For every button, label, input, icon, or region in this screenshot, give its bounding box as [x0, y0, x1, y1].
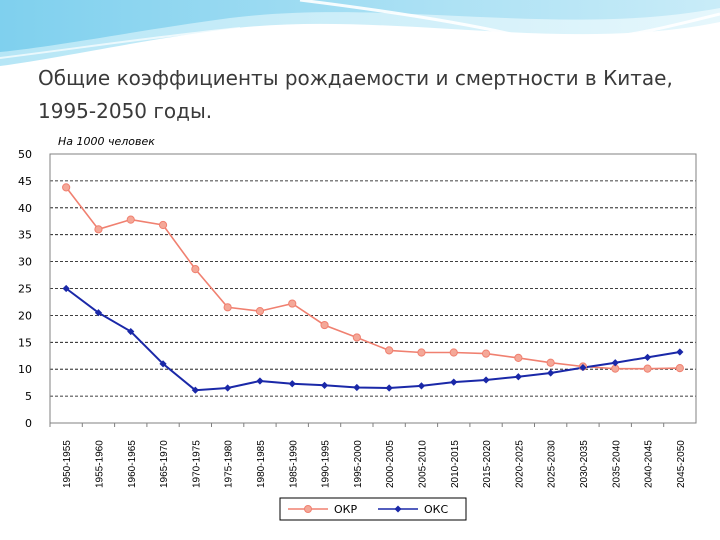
- data-point-oks: [127, 327, 135, 336]
- data-point-okr: [94, 225, 103, 234]
- data-point-oks: [482, 376, 490, 384]
- legend-label-oks: ОКС: [424, 503, 448, 516]
- legend-box: [279, 497, 467, 521]
- y-tick-label: 50: [18, 148, 32, 161]
- legend-marker-oks: [394, 505, 402, 513]
- data-point-okr: [191, 265, 200, 274]
- series-line-oks: [65, 287, 680, 392]
- y-tick-label: 20: [18, 309, 32, 322]
- data-point-okr: [417, 348, 426, 357]
- y-tick-label: 30: [18, 256, 32, 269]
- data-point-oks: [320, 381, 329, 389]
- data-point-oks: [94, 309, 103, 317]
- y-tick-label: 15: [18, 336, 32, 349]
- data-point-okr: [320, 320, 329, 330]
- data-point-okr: [449, 348, 458, 357]
- x-tick-label: 1975-1980: [224, 440, 235, 488]
- x-tick-label: 2045-2050: [676, 440, 687, 488]
- data-point-okr: [255, 306, 265, 316]
- unit-label: На 1000 человек: [58, 135, 155, 148]
- x-tick-label: 1970-1975: [191, 440, 202, 488]
- data-point-okr: [546, 358, 555, 367]
- legend: ОКР ОКС: [279, 497, 467, 521]
- data-point-oks: [547, 369, 555, 377]
- data-point-okr: [643, 364, 652, 373]
- series-markers: [62, 183, 684, 394]
- y-tick-label: 25: [18, 283, 32, 296]
- x-tick-label: 1965-1970: [159, 440, 170, 488]
- x-tick-label: 1950-1955: [62, 440, 73, 488]
- data-point-oks: [159, 360, 167, 368]
- data-point-oks: [676, 348, 684, 356]
- x-tick-label: 2025-2030: [547, 440, 558, 488]
- legend-marker-okr: [304, 505, 312, 513]
- x-tick-label: 2020-2025: [514, 440, 525, 488]
- y-tick-label: 0: [25, 417, 32, 430]
- x-tick-label: 1980-1985: [256, 440, 267, 488]
- data-point-oks: [643, 353, 652, 361]
- data-point-okr: [675, 364, 684, 373]
- y-tick-label: 40: [18, 202, 32, 215]
- series-lines: [65, 186, 680, 392]
- data-point-okr: [223, 303, 232, 312]
- y-tick-label: 35: [18, 229, 32, 242]
- data-point-okr: [288, 299, 297, 308]
- x-tick-label: 2000-2005: [385, 440, 396, 488]
- x-tick-label: 1955-1960: [94, 440, 105, 488]
- slide-title: Общие коэффициенты рождаемости и смертно…: [38, 66, 673, 123]
- data-point-oks: [62, 284, 70, 293]
- data-point-oks: [256, 377, 264, 385]
- data-point-oks: [385, 384, 393, 392]
- data-point-okr: [481, 349, 491, 358]
- data-point-oks: [514, 373, 522, 381]
- data-point-oks: [417, 382, 426, 390]
- x-tick-label: 2010-2015: [450, 440, 461, 488]
- data-point-oks: [450, 378, 458, 386]
- data-point-okr: [352, 333, 361, 342]
- data-point-oks: [579, 363, 587, 372]
- x-tick-label: 2005-2010: [417, 440, 428, 488]
- data-point-oks: [353, 383, 361, 392]
- x-axis: 1950-1955 1955-1960 1960-1965 1965-1970 1970…: [49, 423, 687, 488]
- data-point-okr: [158, 220, 168, 230]
- data-point-okr: [385, 346, 394, 355]
- data-point-oks: [224, 384, 232, 392]
- data-point-okr: [514, 353, 523, 363]
- x-tick-label: 2015-2020: [482, 440, 493, 488]
- data-point-oks: [611, 359, 619, 367]
- y-tick-label: 5: [25, 390, 32, 403]
- legend-label-okr: ОКР: [334, 503, 357, 516]
- data-point-okr: [126, 215, 135, 224]
- y-tick-label: 10: [18, 363, 32, 376]
- x-tick-label: 2030-2035: [579, 440, 590, 488]
- x-tick-label: 1985-1990: [288, 440, 299, 488]
- x-tick-label: 2040-2045: [644, 440, 655, 488]
- x-tick-label: 1960-1965: [127, 440, 138, 488]
- header-wave-decoration: [0, 0, 720, 66]
- series-line-okr: [65, 186, 680, 370]
- data-point-oks: [191, 386, 199, 394]
- y-tick-label: 45: [18, 175, 32, 188]
- data-point-oks: [288, 380, 296, 388]
- gridlines: [50, 180, 696, 397]
- x-tick-label: 1990-1995: [321, 440, 332, 488]
- data-point-okr: [62, 183, 71, 192]
- x-tick-label: 1995-2000: [353, 440, 364, 488]
- y-axis: 0 5 10 15 20 25 30 35 40 45 50: [18, 148, 32, 430]
- x-tick-label: 2035-2040: [611, 440, 622, 488]
